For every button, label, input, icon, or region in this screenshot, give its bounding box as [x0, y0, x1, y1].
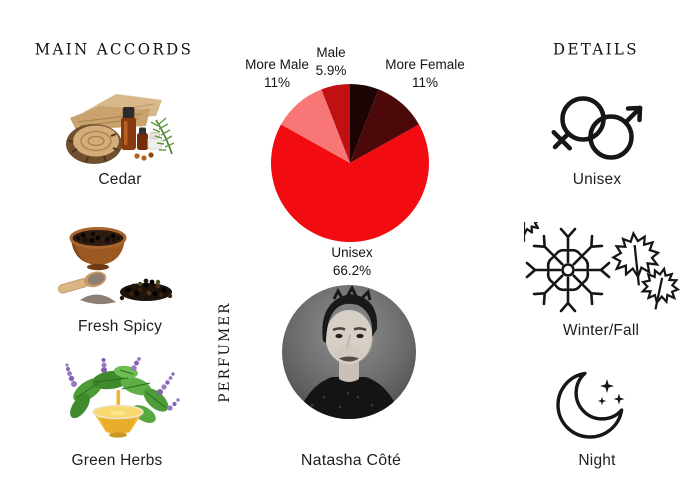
detail-label-winter-fall: Winter/Fall	[562, 322, 640, 339]
pie-slice-more-female	[350, 89, 419, 163]
snowflake-and-maple-leaves-icon	[524, 222, 680, 315]
eyebrows	[332, 327, 367, 332]
cedar-image	[66, 94, 175, 164]
female-symbol	[551, 96, 606, 151]
pie-label-unisex: Unisex 66.2%	[331, 245, 373, 278]
accord-label-green-herbs: Green Herbs	[71, 452, 163, 469]
accord-label-fresh-spicy: Fresh Spicy	[77, 318, 163, 335]
crescent-moon-with-stars-icon	[556, 371, 625, 439]
perfumer-heading: PERFUMER	[217, 301, 233, 403]
pie-label-more-female: More Female 11%	[385, 57, 465, 90]
main-accords-header: MAIN ACCORDS	[34, 39, 194, 59]
detail-label-unisex: Unisex	[572, 171, 622, 188]
oil-bottle	[121, 117, 136, 150]
pie-slice-more-male	[281, 89, 350, 163]
ground-pepper-pile	[80, 294, 116, 305]
peppercorns-in-bowl	[75, 231, 121, 244]
pie-slice-unlabeled	[350, 84, 379, 163]
wooden-scoop	[58, 271, 107, 294]
green-herbs-image	[65, 357, 180, 438]
eye	[356, 333, 364, 339]
perfumer-name: Natasha Côté	[300, 452, 402, 469]
sparkle-stars	[597, 379, 625, 406]
male-symbol	[588, 105, 643, 160]
gender-pie-chart	[271, 84, 429, 242]
lips	[339, 356, 359, 362]
rosemary-sprig	[150, 117, 175, 155]
details-header: DETAILS	[553, 39, 639, 59]
detail-label-night: Night	[578, 452, 616, 469]
purple-flower-spikes	[65, 357, 180, 411]
pie-label-male: Male 5.9%	[315, 45, 347, 78]
fresh-spicy-image	[58, 227, 173, 305]
hair	[322, 294, 378, 343]
snowflake-icon	[525, 227, 611, 313]
maple-leaf-icon	[524, 222, 540, 243]
perfumer-portrait-photo	[282, 285, 416, 419]
bottle-cap	[122, 107, 135, 118]
accord-label-cedar: Cedar	[98, 171, 142, 188]
pie-label-more-male: More Male 11%	[245, 57, 309, 90]
shoulders	[296, 377, 402, 419]
unisex-gender-icon	[551, 96, 643, 160]
eye	[335, 333, 343, 339]
pie-slice-unisex	[271, 124, 429, 242]
oil-bottle-small	[137, 133, 148, 150]
oil-bowl	[92, 390, 144, 438]
crescent-moon	[556, 371, 624, 439]
neck	[339, 359, 359, 382]
pie-slice-male	[321, 84, 350, 163]
